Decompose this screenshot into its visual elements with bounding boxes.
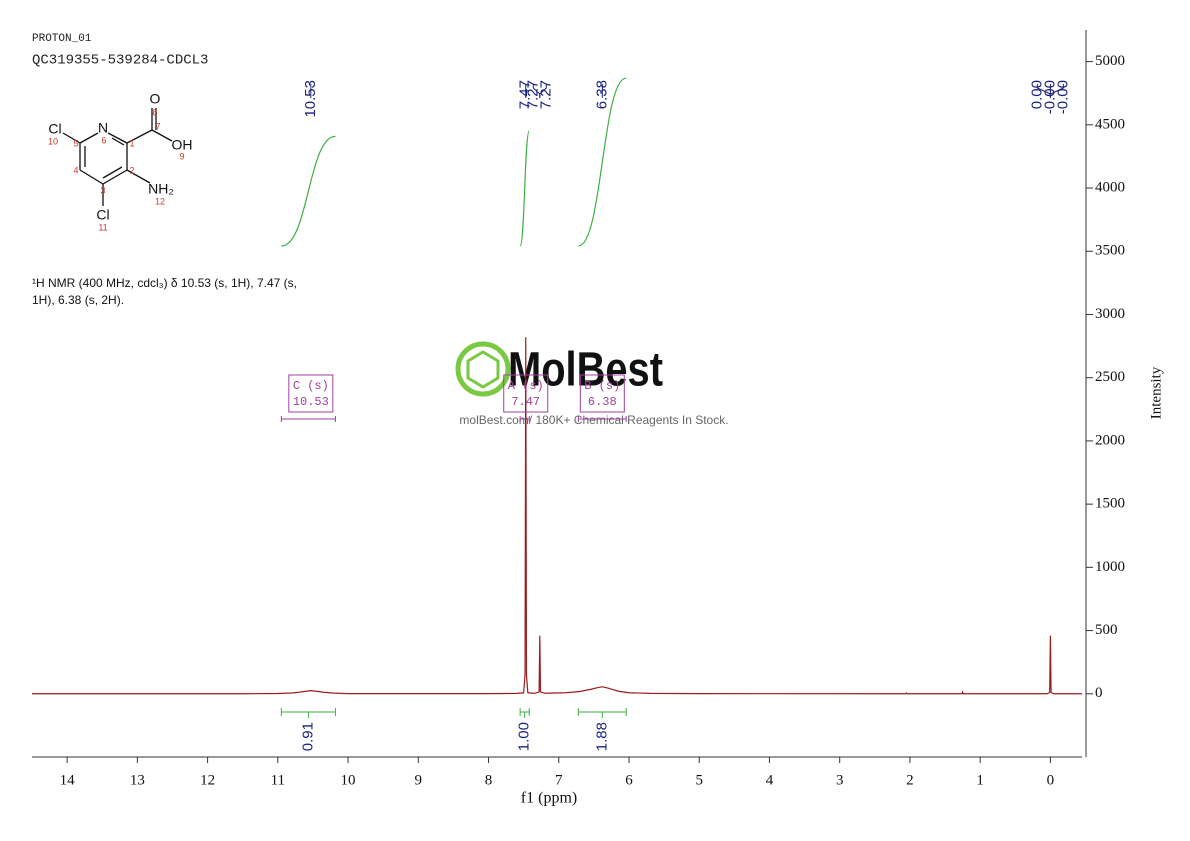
x-tick-label: 6 <box>625 772 633 788</box>
atom-number: 9 <box>179 151 184 161</box>
y-tick-label: 3500 <box>1095 243 1125 259</box>
x-tick-label: 4 <box>766 772 774 788</box>
integral-value: 1.00 <box>516 722 533 751</box>
x-tick-label: 9 <box>415 772 423 788</box>
x-tick-label: 2 <box>906 772 914 788</box>
y-tick-label: 4500 <box>1095 116 1125 132</box>
multiplet-label: B (s) <box>584 379 620 393</box>
multiplet-shift: 7.47 <box>511 395 540 409</box>
integral-curve <box>281 135 336 247</box>
y-tick-label: 0 <box>1095 685 1103 701</box>
description-line: ¹H NMR (400 MHz, cdcl₃) δ 10.53 (s, 1H),… <box>32 276 297 290</box>
y-tick-label: 500 <box>1095 622 1118 638</box>
atom-number: 10 <box>48 136 58 146</box>
peak-label: -0.00 <box>1054 80 1071 114</box>
atom-number: 6 <box>101 135 106 145</box>
integral-bracket <box>577 708 627 718</box>
y-tick-label: 1500 <box>1095 496 1125 512</box>
y-axis-label: Intensity <box>1148 366 1164 419</box>
x-tick-label: 5 <box>695 772 703 788</box>
watermark-tagline: molBest.com/ 180K+ Chemical Reagents In … <box>459 413 728 427</box>
integral-curve <box>578 77 627 247</box>
multiplet-box <box>503 374 549 413</box>
multiplet-shift: 6.38 <box>588 395 617 409</box>
integral-value: 1.88 <box>593 722 610 751</box>
peak-label: -0.00 <box>1041 80 1058 114</box>
peak-label: 0.00 <box>1028 80 1045 109</box>
x-tick-label: 7 <box>555 772 563 788</box>
atom-label: Cl <box>48 121 61 137</box>
atom-label: O <box>150 91 161 107</box>
peak-label: 6.38 <box>593 80 610 109</box>
peak-label: 10.53 <box>302 80 319 118</box>
multiplet-box <box>288 374 334 413</box>
x-tick-label: 1 <box>976 772 984 788</box>
atom-number: 4 <box>73 165 78 175</box>
multiplet-box <box>579 374 625 413</box>
atom-number: 8 <box>152 107 157 117</box>
atom-label: N <box>98 120 108 136</box>
x-tick-label: 0 <box>1047 772 1055 788</box>
multiplet-range <box>280 416 336 422</box>
peak-label: 7.47 <box>517 80 534 109</box>
x-axis-label: f1 (ppm) <box>521 790 577 807</box>
y-tick-label: 4000 <box>1095 179 1125 195</box>
atom-label: NH₂ <box>148 181 174 197</box>
atom-number: 2 <box>129 165 134 175</box>
y-tick-label: 2000 <box>1095 432 1125 448</box>
description-line: 1H), 6.38 (s, 2H). <box>32 293 124 307</box>
atom-number: 11 <box>98 222 107 232</box>
atom-number: 7 <box>155 121 160 131</box>
peak-connector <box>1049 84 1064 98</box>
atom-number: 5 <box>73 138 78 148</box>
y-tick-label: 3000 <box>1095 306 1125 322</box>
y-tick-label: 1000 <box>1095 559 1125 575</box>
y-tick-label: 2500 <box>1095 369 1125 385</box>
watermark-logo <box>455 341 511 397</box>
watermark-brand: MolBest <box>508 344 663 397</box>
atom-label: Cl <box>96 207 109 223</box>
multiplet-range <box>577 416 627 422</box>
integral-bracket <box>519 708 530 718</box>
atom-label: OH <box>172 137 193 153</box>
atom-number: 3 <box>100 185 105 195</box>
x-tick-label: 14 <box>60 772 76 788</box>
atom-number: 1 <box>129 138 134 148</box>
multiplet-label: C (s) <box>293 379 329 393</box>
peak-connector <box>539 84 547 98</box>
multiplet-label: A (s) <box>508 379 544 393</box>
x-tick-label: 3 <box>836 772 844 788</box>
multiplet-shift: 10.53 <box>293 395 329 409</box>
peak-label: 7.27 <box>537 80 554 109</box>
x-tick-label: 8 <box>485 772 493 788</box>
multiplet-range <box>519 416 530 422</box>
integral-curve <box>519 130 530 247</box>
x-tick-label: 13 <box>130 772 145 788</box>
y-tick-label: 5000 <box>1095 53 1125 69</box>
integral-bracket <box>280 708 336 718</box>
x-tick-label: 11 <box>271 772 285 788</box>
experiment-name: PROTON_01 <box>32 33 92 45</box>
spectrum-line <box>32 337 1082 695</box>
structure-bonds <box>62 108 173 206</box>
integral-value: 0.91 <box>299 722 316 751</box>
x-tick-label: 10 <box>341 772 356 788</box>
atom-number: 12 <box>155 196 165 206</box>
peak-label: 7.27 <box>524 80 541 109</box>
sample-name: QC319355-539284-CDCL3 <box>32 53 208 69</box>
x-tick-label: 12 <box>200 772 215 788</box>
